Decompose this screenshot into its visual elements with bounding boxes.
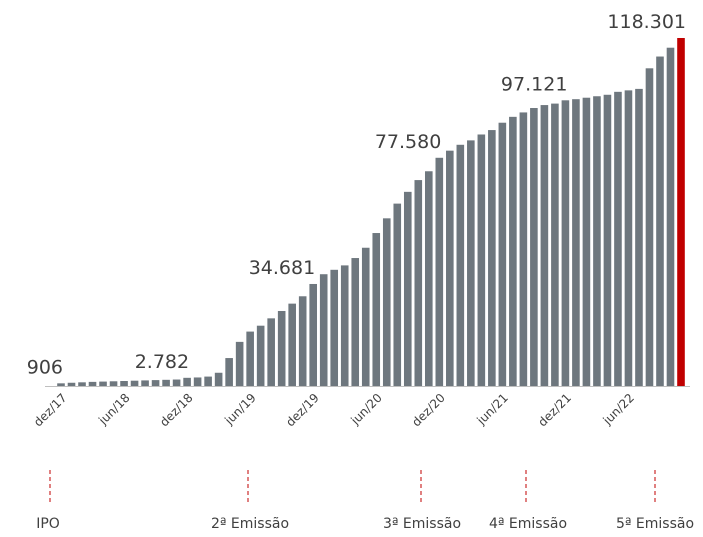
value-label: 34.681 [249, 257, 315, 279]
bar [309, 283, 318, 386]
bar [666, 47, 675, 386]
bar [78, 382, 86, 386]
bar [141, 380, 149, 386]
event-label: 2ª Emissão [211, 516, 289, 532]
bar [477, 134, 486, 386]
bar [288, 303, 296, 386]
bar [361, 247, 370, 386]
bar [403, 191, 412, 386]
bar [624, 90, 633, 387]
bar [393, 203, 402, 386]
bar [67, 382, 76, 386]
bar [372, 233, 381, 386]
bar [509, 116, 517, 387]
bar [677, 37, 685, 386]
bar [319, 274, 328, 386]
x-tick-label: jun/18 [95, 391, 132, 428]
bar [172, 379, 181, 386]
bar [183, 377, 191, 386]
x-tick-label: dez/18 [157, 391, 196, 430]
x-tick-label: dez/17 [31, 391, 70, 430]
bar [572, 99, 580, 386]
bar [340, 265, 349, 386]
bar [635, 88, 643, 387]
event-label: 3ª Emissão [383, 516, 461, 532]
bar [414, 180, 423, 386]
bar [540, 105, 549, 386]
event-label: IPO [36, 516, 60, 532]
bar [330, 269, 339, 386]
bar [298, 296, 307, 386]
bar [214, 372, 223, 386]
bar [130, 380, 139, 386]
bar [204, 376, 212, 386]
bar [582, 97, 591, 386]
x-tick-label: jun/20 [347, 391, 384, 428]
bar [225, 358, 233, 386]
bar [614, 91, 622, 386]
value-label: 118.301 [607, 11, 686, 33]
bar [109, 381, 118, 386]
bar [561, 100, 570, 386]
bar [435, 157, 444, 386]
bar [488, 130, 496, 386]
value-label: 2.782 [135, 351, 189, 373]
value-label: 77.580 [375, 131, 441, 153]
bar [151, 380, 160, 386]
bar [424, 171, 433, 386]
x-tick-label: jun/22 [600, 391, 637, 428]
x-tick-label: jun/19 [221, 391, 258, 428]
bar [99, 381, 107, 386]
bar [256, 325, 265, 386]
bar [603, 94, 612, 387]
bar [467, 140, 475, 386]
bar [120, 380, 128, 386]
bar [162, 379, 170, 386]
x-tick-label: dez/20 [409, 391, 448, 430]
x-tick-label: jun/21 [474, 391, 511, 428]
bar [656, 56, 664, 387]
event-label: 5ª Emissão [616, 516, 694, 532]
bar [351, 258, 360, 386]
bar [235, 341, 244, 386]
x-tick-label: dez/21 [535, 391, 574, 430]
bar [645, 68, 654, 387]
bar [382, 218, 391, 386]
value-label: 906 [27, 356, 63, 378]
x-tick-label: dez/19 [283, 391, 322, 430]
bar [57, 383, 65, 386]
bar [530, 108, 538, 386]
event-label: 4ª Emissão [489, 516, 567, 532]
bar [277, 310, 286, 386]
bar [593, 96, 601, 386]
bar [498, 122, 507, 387]
bar [519, 112, 528, 387]
bar [88, 381, 97, 386]
bar [246, 331, 254, 386]
value-label: 97.121 [501, 73, 567, 95]
bar [456, 144, 465, 386]
bar [551, 103, 559, 386]
bar [267, 318, 275, 386]
bar [446, 150, 454, 386]
bar [193, 377, 202, 386]
